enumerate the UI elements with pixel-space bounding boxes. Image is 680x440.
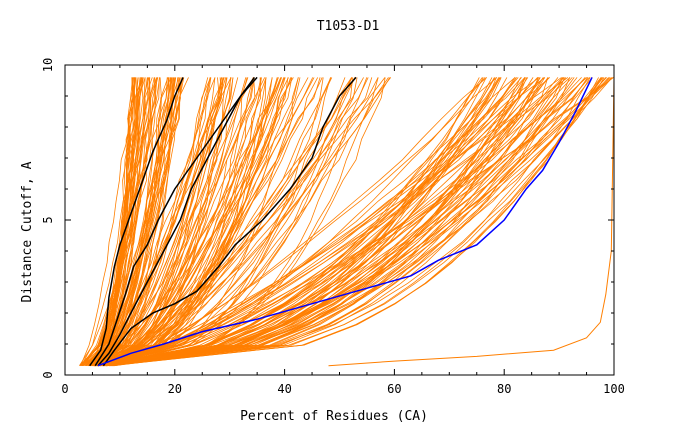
model-curve [103, 77, 549, 367]
model-curve [107, 77, 247, 366]
model-curve [111, 77, 567, 367]
model-curve [95, 77, 487, 367]
model-curve [113, 77, 565, 367]
model-curve [98, 77, 356, 367]
model-curve [100, 77, 227, 367]
y-axis: 0 5 10 [41, 58, 614, 379]
model-curve [89, 77, 314, 367]
model-curve [102, 77, 239, 367]
x-tick-label: 80 [497, 382, 511, 396]
model-curve [92, 77, 216, 367]
model-curve [92, 77, 562, 367]
model-curve [95, 77, 315, 367]
model-curve [90, 77, 136, 366]
model-curve [104, 77, 496, 367]
model-curve [96, 77, 173, 366]
background-model-curves [79, 77, 614, 367]
series-line-4 [102, 76, 357, 367]
model-curve [102, 77, 501, 367]
x-tick-label: 40 [277, 382, 291, 396]
model-curve [79, 77, 172, 366]
model-curve [81, 77, 141, 366]
model-curve [104, 77, 353, 367]
model-curve [104, 77, 299, 367]
model-curve [82, 77, 185, 366]
model-curve [94, 77, 181, 367]
model-curve [85, 77, 151, 367]
model-curve [92, 77, 136, 366]
y-tick-label: 5 [41, 216, 55, 223]
series-line-2 [94, 76, 258, 367]
model-curve [83, 77, 148, 366]
model-curve [108, 77, 611, 367]
model-curve [85, 77, 169, 367]
model-curve [96, 77, 175, 367]
x-tick-label: 0 [61, 382, 68, 396]
model-curve [92, 77, 254, 367]
model-curve [93, 77, 211, 366]
model-curve [98, 77, 324, 367]
model-curve [100, 77, 321, 367]
series-line-5 [97, 77, 593, 367]
model-curve [100, 77, 493, 367]
x-tick-label: 20 [168, 382, 182, 396]
model-curve [96, 77, 582, 367]
x-tick-label: 100 [603, 382, 625, 396]
model-curve [95, 77, 293, 367]
model-curve [100, 77, 538, 367]
model-curve [97, 77, 519, 367]
model-curve [100, 77, 279, 367]
x-axis-label: Percent of Residues (CA) [240, 409, 428, 424]
model-curve [112, 77, 565, 367]
series-line-1 [89, 77, 184, 367]
x-axis: 0 20 40 60 80 100 [61, 65, 625, 396]
highlighted-model-curves [89, 76, 593, 367]
model-curve [97, 77, 267, 367]
model-curve [87, 77, 255, 367]
plot-area [79, 76, 615, 367]
model-curve [102, 77, 488, 367]
model-curve [97, 77, 183, 367]
x-tick-label: 60 [387, 382, 401, 396]
model-curve [104, 77, 571, 367]
model-curve [99, 77, 379, 367]
model-curve [105, 77, 222, 367]
y-tick-label: 10 [41, 58, 55, 72]
model-curve [103, 77, 282, 367]
chart-title: T1053-D1 [317, 19, 380, 34]
model-curve [107, 77, 368, 367]
model-curve [106, 77, 534, 367]
model-curve [110, 77, 586, 367]
model-curve [90, 77, 358, 367]
model-curve [107, 77, 286, 367]
model-curve [90, 77, 211, 367]
y-axis-label: Distance Cutoff, A [20, 161, 35, 302]
model-curve [107, 77, 216, 367]
model-curve [89, 77, 369, 367]
model-curve [106, 77, 254, 367]
model-curve [106, 77, 569, 367]
model-curve [89, 77, 353, 367]
model-curve [89, 77, 209, 367]
model-curve [102, 77, 373, 367]
model-curve [114, 77, 544, 367]
model-curve [110, 77, 599, 367]
model-curve [97, 77, 319, 367]
y-tick-label: 0 [41, 371, 55, 378]
model-curve [100, 77, 564, 367]
model-curve [97, 77, 480, 367]
model-curve [106, 77, 602, 367]
model-curve [93, 77, 609, 367]
outlier-series-line [328, 77, 615, 367]
model-curve [90, 77, 353, 367]
model-curve [97, 77, 565, 367]
model-curve [107, 77, 386, 367]
series-line-3 [97, 76, 256, 367]
model-curve [100, 77, 541, 367]
model-curve [93, 77, 153, 366]
model-curve [102, 77, 604, 367]
outlier-curve [328, 77, 615, 367]
model-curve [91, 77, 189, 366]
